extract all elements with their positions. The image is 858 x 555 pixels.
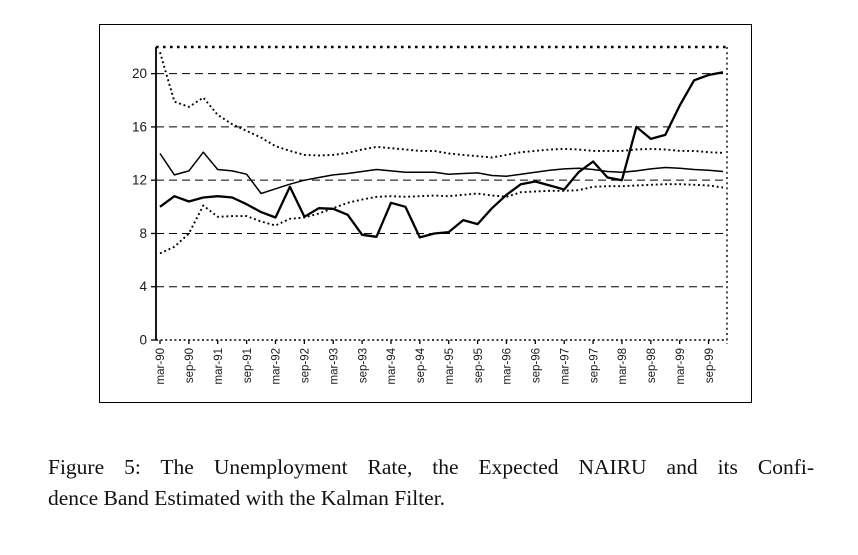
confidence-band-lower-line xyxy=(159,183,724,255)
unemployment-rate-line xyxy=(159,71,724,239)
x-tick-label-sep-95: sep-95 xyxy=(473,348,485,383)
x-tick-label-mar-99: mar-99 xyxy=(675,348,687,384)
x-tick-label-sep-98: sep-98 xyxy=(646,348,658,383)
x-tick-label-sep-91: sep-91 xyxy=(242,348,254,383)
y-tick-label-20: 20 xyxy=(132,66,147,81)
figure-caption-line-1: Figure 5: The Unemployment Rate, the Exp… xyxy=(48,455,814,479)
expected-nairu-line xyxy=(159,151,724,195)
y-tick-label-0: 0 xyxy=(139,333,147,348)
x-tick-label-mar-90: mar-90 xyxy=(155,348,167,384)
x-tick-label-sep-97: sep-97 xyxy=(588,348,600,383)
x-tick-label-mar-94: mar-94 xyxy=(386,347,398,384)
x-tick-label-sep-92: sep-92 xyxy=(300,348,312,383)
y-tick-label-4: 4 xyxy=(139,279,147,294)
figure-caption: Figure 5: The Unemployment Rate, the Exp… xyxy=(48,452,814,514)
x-tick-label-mar-92: mar-92 xyxy=(271,348,283,384)
x-tick-label-mar-98: mar-98 xyxy=(617,348,629,384)
y-tick-label-12: 12 xyxy=(132,173,147,188)
x-tick-label-mar-95: mar-95 xyxy=(444,348,456,384)
x-tick-label-mar-93: mar-93 xyxy=(328,348,340,384)
x-tick-label-sep-96: sep-96 xyxy=(531,348,543,383)
x-tick-label-sep-99: sep-99 xyxy=(704,348,716,383)
chart-canvas: 0 4 8 12 16 20 mar-90 sep-90 mar-91 sep-91 mar-92 s… xyxy=(132,45,728,384)
y-tick-label-16: 16 xyxy=(132,119,147,134)
x-tick-label-sep-93: sep-93 xyxy=(357,348,369,383)
x-tick-label-mar-96: mar-96 xyxy=(502,348,514,384)
chart-frame: 0 4 8 12 16 20 mar-90 sep-90 mar-91 sep-91 mar-92 s… xyxy=(99,24,752,403)
x-tick-label-sep-90: sep-90 xyxy=(184,348,196,383)
figure-caption-line-2: dence Band Estimated with the Kalman Fil… xyxy=(48,486,446,510)
y-tick-label-8: 8 xyxy=(139,226,147,241)
confidence-band-upper-line xyxy=(159,52,724,159)
x-tick-label-sep-94: sep-94 xyxy=(415,347,427,383)
x-tick-label-mar-97: mar-97 xyxy=(559,348,571,384)
x-tick-label-mar-91: mar-91 xyxy=(213,348,225,384)
